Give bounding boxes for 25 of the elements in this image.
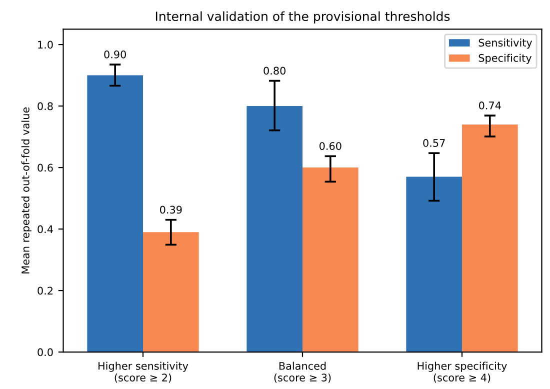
bar [87, 75, 143, 352]
legend-label: Specificity [478, 54, 532, 64]
x-tick-label: Balanced (score ≥ 3) [274, 362, 331, 383]
x-tick-label: Higher sensitivity (score ≥ 2) [98, 362, 188, 383]
bar [406, 176, 462, 352]
y-tick-label: 0.4 [38, 225, 53, 234]
chart-title: Internal validation of the provisional thresholds [156, 11, 450, 24]
y-tick-label: 0.2 [38, 286, 52, 295]
x-tick-label: Higher specificity (score ≥ 4) [418, 362, 507, 383]
y-axis-title: Mean repeated out-of-fold value [21, 107, 32, 274]
data-label: 0.60 [320, 142, 342, 150]
bar [302, 168, 358, 352]
y-tick-label: 0.8 [38, 102, 53, 110]
y-tick-label: 0.6 [38, 164, 53, 172]
data-label: 0.74 [479, 102, 501, 110]
data-label: 0.57 [423, 139, 445, 147]
y-tick-label: 1.0 [38, 40, 53, 49]
legend-label: Sensitivity [478, 38, 532, 49]
bar [143, 232, 199, 352]
bar [462, 124, 518, 352]
y-tick-label: 0.0 [38, 348, 53, 356]
data-label: 0.80 [264, 66, 286, 75]
bar [246, 106, 302, 352]
data-label: 0.90 [104, 50, 126, 58]
data-label: 0.39 [160, 206, 182, 214]
